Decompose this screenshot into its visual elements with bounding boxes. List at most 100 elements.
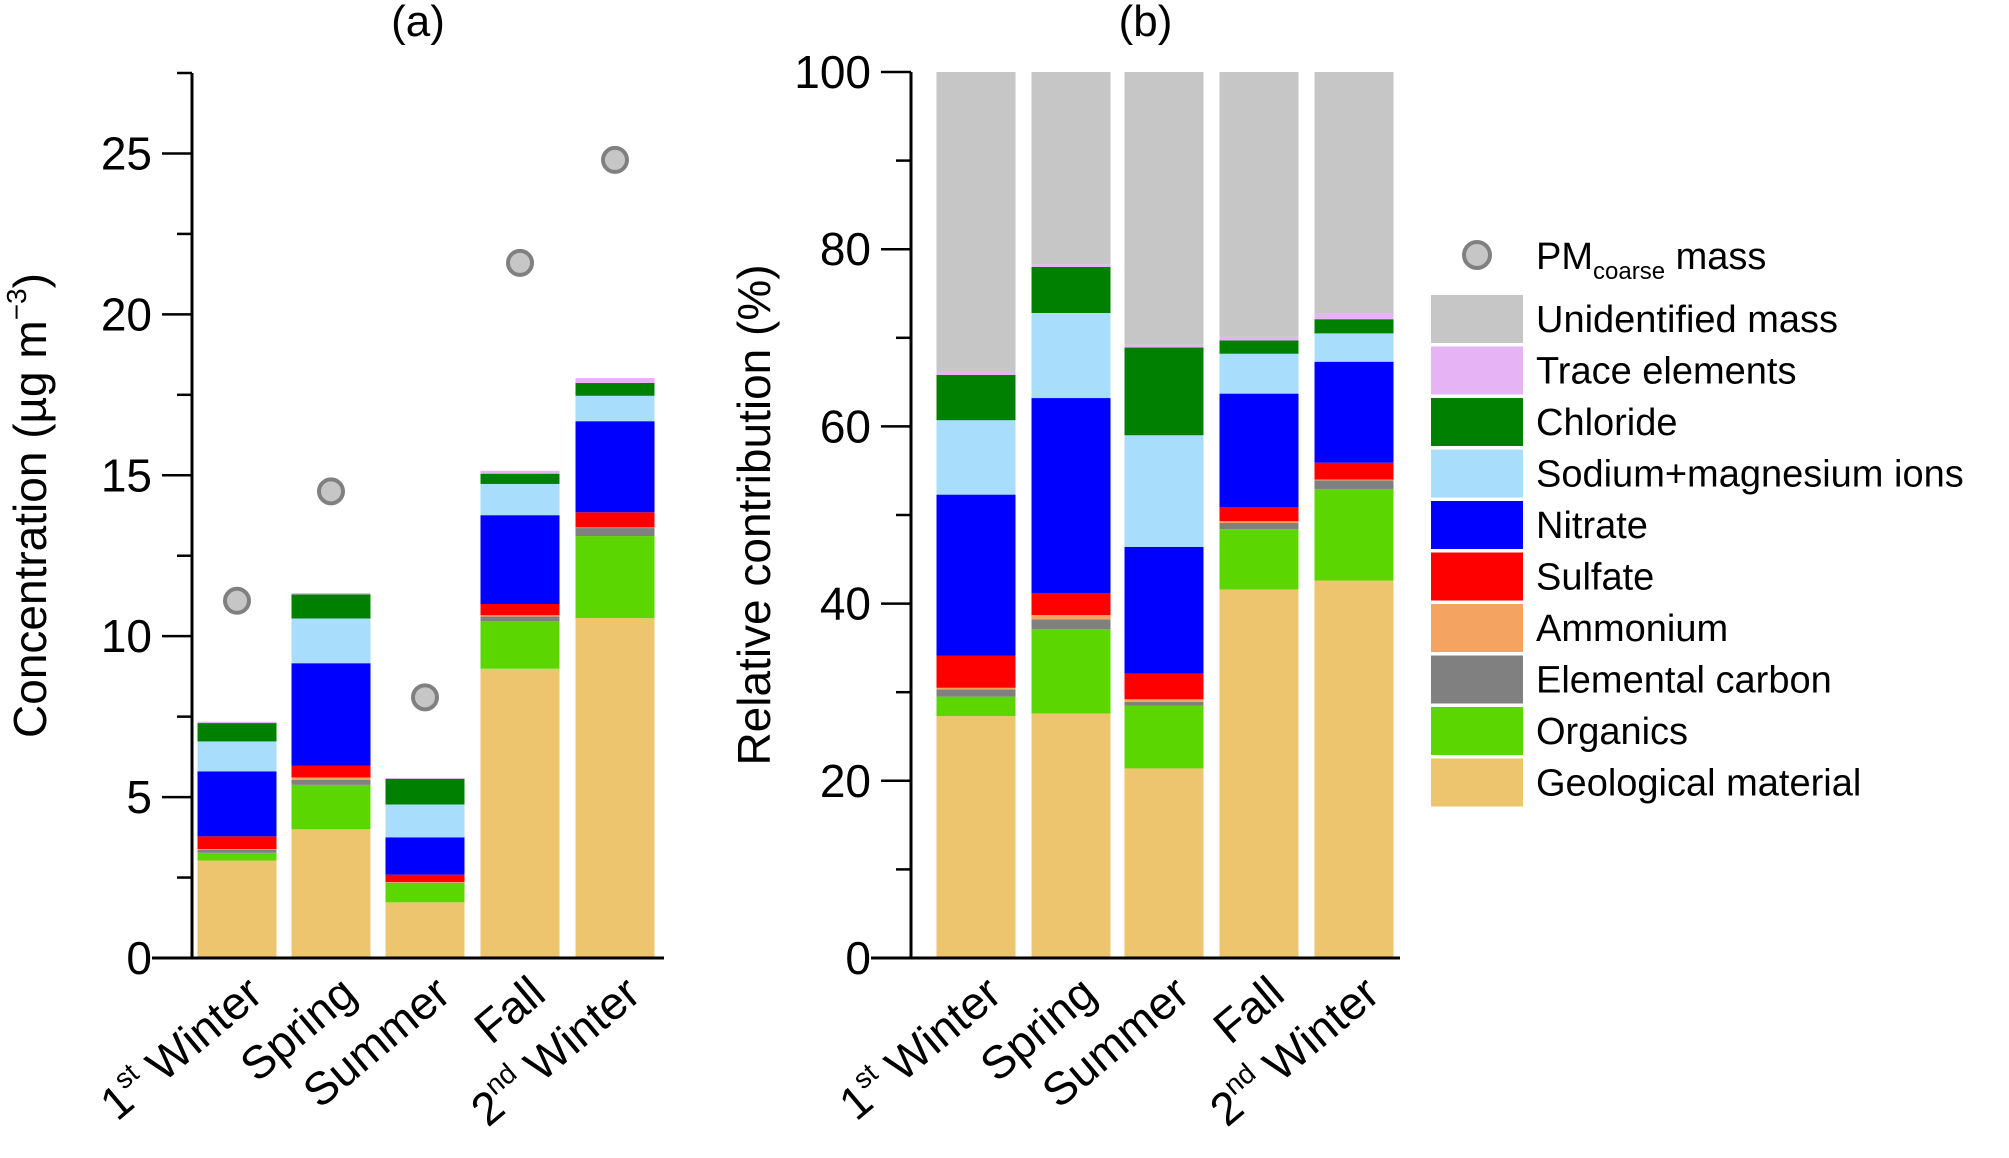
y-tick-label: 10 (101, 610, 152, 662)
text-part: Concentration (µg m (4, 320, 56, 738)
bar-segment-elemental-carbon (1219, 522, 1299, 530)
bar-segment-organics (575, 536, 655, 619)
bar-segment-trace-elements (1031, 264, 1111, 267)
y-tick-label: 15 (101, 449, 152, 501)
bar-segment-elemental-carbon (1031, 619, 1111, 630)
legend-label: Organics (1536, 711, 1688, 753)
bar-segment-organics (197, 852, 277, 861)
bar-segment-chloride (480, 473, 560, 484)
y-tick-label: 25 (101, 127, 152, 179)
bar-segment-nitrate (1031, 398, 1111, 593)
bar-segment-elemental-carbon (575, 528, 655, 537)
bar-segment-nitrate (291, 663, 371, 766)
pm-coarse-point (223, 586, 251, 615)
legend-swatch (1431, 758, 1523, 807)
bar-segment-organics (1031, 629, 1111, 714)
bar-segment-sulfate (385, 874, 465, 883)
legend: PMcoarse mass Unidentified mass Trace elem… (1431, 236, 1964, 807)
y-tick-label: 80 (820, 223, 871, 275)
bar-segment-unidentified-mass (1124, 72, 1204, 345)
legend-label-pm-coarse: PMcoarse mass (1536, 236, 1766, 285)
bar-segment-trace-elements (1124, 344, 1204, 348)
bar-segment-sulfate (936, 655, 1016, 688)
legend-swatch (1431, 346, 1523, 395)
bar-segment-sodium-magnesium-ions (1031, 312, 1111, 399)
bar-segment-trace-elements (385, 778, 465, 779)
legend-label: Nitrate (1536, 505, 1648, 547)
legend-marker-pm-coarse (1462, 240, 1492, 270)
bar-segment-chloride (1031, 266, 1111, 313)
legend-label: Sodium+magnesium ions (1536, 454, 1964, 496)
text-part: ) (4, 273, 56, 288)
bar-segment-sodium-magnesium-ions (575, 395, 655, 422)
legend-swatch (1431, 707, 1523, 755)
bar-segment-sodium-magnesium-ions (197, 741, 277, 772)
y-axis-label: Concentration (µg m−3) (1, 273, 56, 738)
bar-segment-ammonium (936, 687, 1016, 690)
bar-segment-sulfate (1124, 673, 1204, 700)
bar-segment-nitrate (1219, 393, 1299, 508)
bar-segment-trace-elements (575, 378, 655, 383)
bar-segment-nitrate (1124, 546, 1204, 674)
legend-swatch (1431, 295, 1523, 343)
bar-segment-elemental-carbon (936, 689, 1016, 697)
bar-segment-elemental-carbon (291, 779, 371, 785)
bar-segment-organics (1314, 489, 1394, 581)
bar-segment-nitrate (936, 494, 1016, 656)
y-tick-label: 5 (126, 771, 152, 823)
y-tick-label: 40 (820, 578, 871, 630)
bar-segment-chloride (197, 723, 277, 742)
bar-segment-chloride (385, 778, 465, 805)
bar-segment-nitrate (1314, 361, 1394, 463)
y-tick-label: 0 (126, 932, 152, 984)
bar-segment-organics (936, 696, 1016, 717)
bar-segment-sulfate (1219, 507, 1299, 522)
y-tick-label: 20 (820, 755, 871, 807)
bar-segment-ammonium (291, 777, 371, 780)
bar-segment-geological-material (1124, 768, 1204, 958)
bar-segment-elemental-carbon (1124, 701, 1204, 706)
bar-segment-ammonium (197, 849, 277, 850)
text-part: coarse (1593, 258, 1665, 285)
bar-segment-chloride (1124, 347, 1204, 436)
bar-segment-unidentified-mass (1219, 72, 1299, 337)
y-tick-label: 0 (845, 932, 871, 984)
bar-segment-nitrate (197, 771, 277, 837)
bar-segment-sodium-magnesium-ions (291, 618, 371, 664)
bar-segment-nitrate (385, 837, 465, 875)
x-tick-label: 2nd Winter (1198, 964, 1388, 1136)
legend-label: Ammonium (1536, 608, 1728, 650)
x-tick-label: 2nd Winter (459, 964, 649, 1136)
bar-segment-unidentified-mass (1314, 72, 1394, 314)
y-tick-label: 20 (101, 288, 152, 340)
bar-segment-nitrate (480, 515, 560, 604)
bar-segment-trace-elements (197, 721, 277, 724)
bar-segment-sodium-magnesium-ions (1314, 333, 1394, 362)
bar-segment-organics (480, 621, 560, 669)
y-axis-label: Relative contribution (%) (728, 264, 780, 765)
legend-label: Chloride (1536, 402, 1678, 444)
legend-swatch (1431, 501, 1523, 549)
bar-segment-sodium-magnesium-ions (1124, 435, 1204, 547)
bar-segment-nitrate (575, 421, 655, 513)
text-part: Winter (865, 966, 1010, 1099)
bar-segment-unidentified-mass (936, 72, 1016, 372)
bar-segment-sulfate (1031, 592, 1111, 616)
bar-segment-chloride (936, 375, 1016, 421)
bar-segment-sulfate (197, 836, 277, 850)
legend-swatch (1431, 449, 1523, 498)
bar-segment-unidentified-mass (1031, 72, 1111, 265)
bar-segment-geological-material (1031, 713, 1111, 958)
bar-segment-ammonium (1219, 521, 1299, 523)
pm-coarse-point (506, 248, 534, 277)
legend-label: Unidentified mass (1536, 299, 1838, 341)
bar-segment-sulfate (291, 765, 371, 778)
bar-segment-trace-elements (936, 371, 1016, 376)
bar-segment-geological-material (197, 860, 277, 958)
panel-title: (a) (391, 0, 445, 46)
legend-swatch (1431, 398, 1523, 446)
bar-segment-geological-material (480, 668, 560, 958)
bar-segment-geological-material (291, 829, 371, 958)
bar-segment-chloride (575, 382, 655, 396)
